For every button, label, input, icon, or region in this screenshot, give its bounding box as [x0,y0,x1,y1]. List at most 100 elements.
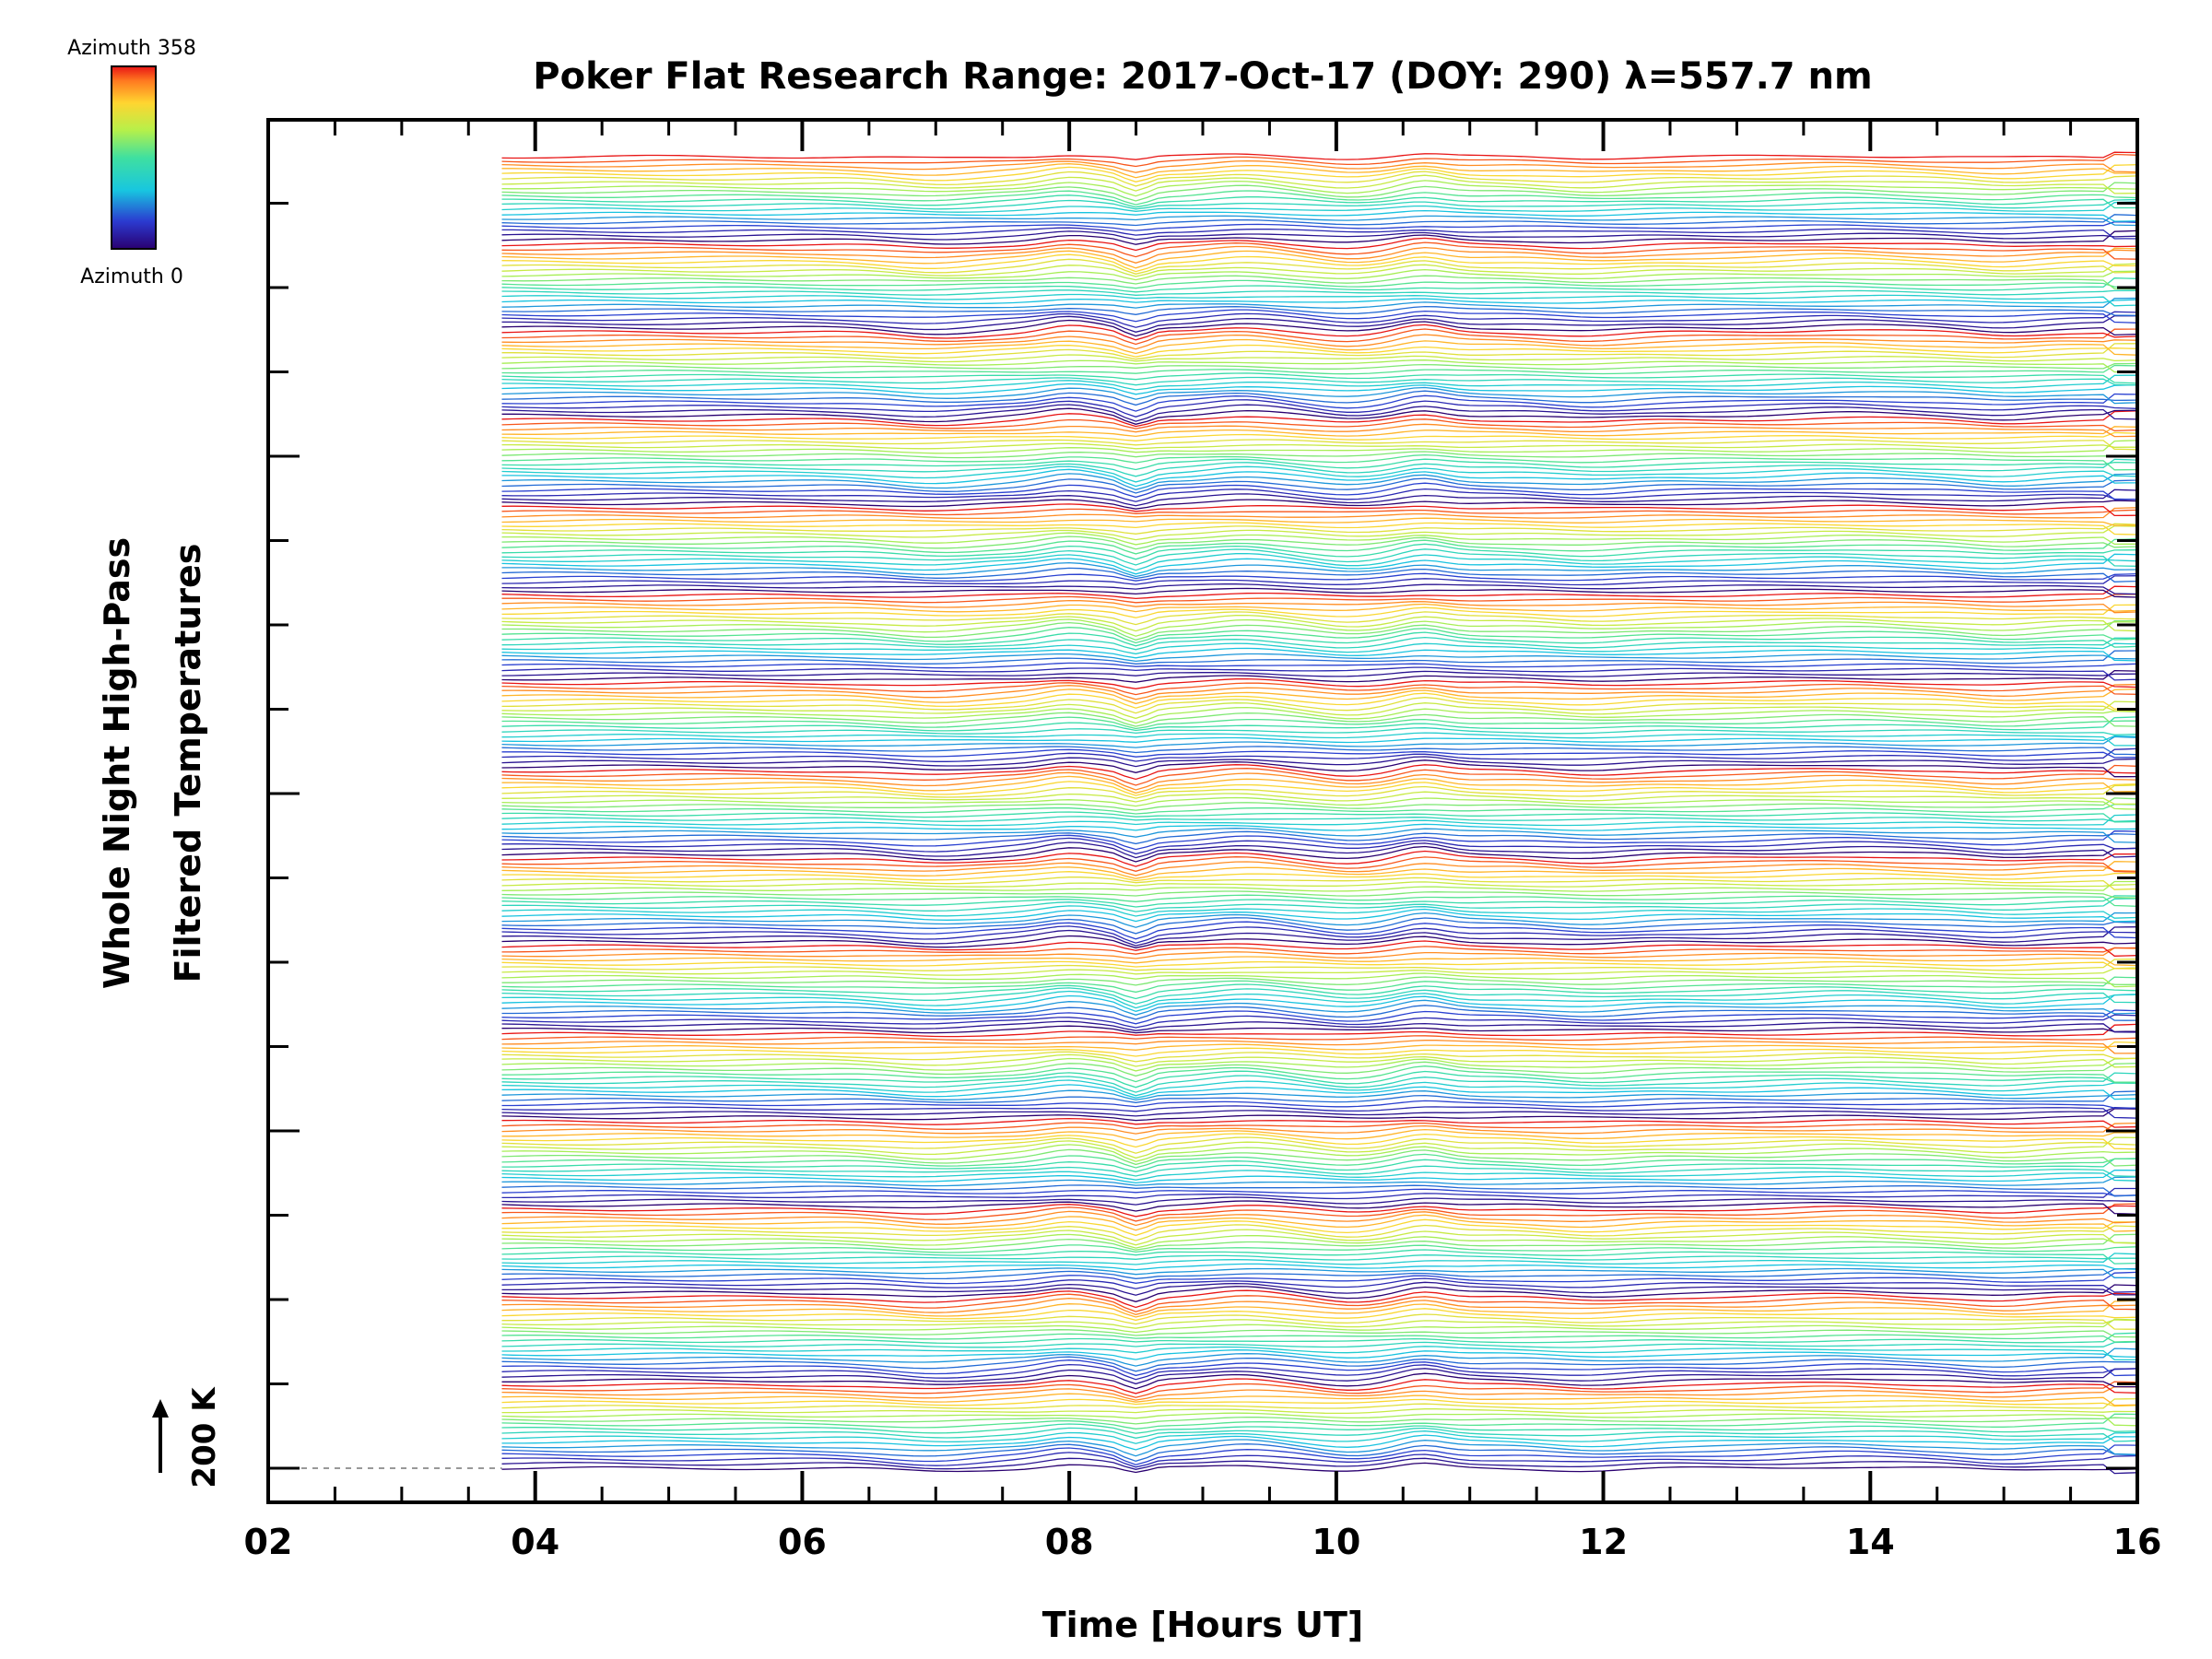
temperature-trace [501,426,2137,438]
x-tick-label: 14 [1846,1522,1895,1562]
temperature-trace [501,1144,2137,1162]
temperature-trace [501,473,2137,490]
scale-bar-arrowhead [152,1399,169,1418]
temperature-trace [501,1413,2137,1430]
temperature-trace [501,1378,2137,1394]
temperature-trace [501,297,2137,310]
temperature-trace [501,1300,2137,1318]
temperature-trace [501,845,2137,863]
x-tick-label: 02 [244,1522,293,1562]
temperature-trace [501,682,2137,696]
temperature-trace [501,1203,2137,1222]
temperature-trace [501,1057,2137,1072]
temperature-trace [501,171,2137,187]
x-tick-label: 10 [1312,1522,1360,1562]
temperature-trace [501,508,2137,516]
temperature-trace [501,209,2137,222]
temperature-trace [501,1333,2137,1343]
temperature-trace [501,552,2137,571]
temperature-trace [501,567,2137,582]
temperature-trace [501,692,2137,710]
temperature-trace [501,151,2137,160]
temperature-trace [501,163,2137,179]
temperature-trace [501,972,2137,988]
temperature-trace [501,803,2137,815]
temperature-trace [501,227,2137,240]
temperature-trace [501,611,2137,626]
temperature-trace [501,1164,2137,1178]
temperature-trace [501,572,2137,582]
temperature-trace [501,279,2137,289]
temperature-trace [501,1253,2137,1265]
temperature-trace [501,1090,2137,1103]
scale-bar-label: 200 K [186,1386,223,1488]
temperature-trace [501,1122,2137,1135]
temperature-trace [501,245,2137,264]
temperature-trace [501,482,2137,500]
temperature-trace [501,548,2137,567]
temperature-trace [501,946,2137,955]
temperature-trace [501,1105,2137,1119]
x-tick-label: 16 [2113,1522,2162,1562]
temperature-trace [501,1136,2137,1159]
temperature-trace [501,343,2137,360]
temperature-trace [501,1313,2137,1330]
temperature-trace [501,1434,2137,1451]
temperature-trace [501,453,2137,471]
temperature-trace [501,1009,2137,1025]
temperature-trace [501,1065,2137,1083]
temperature-trace [501,1184,2137,1197]
temperature-trace [501,180,2137,197]
temperature-trace [501,890,2137,899]
temperature-trace [501,1122,2137,1133]
temperature-trace [501,488,2137,502]
temperature-trace [501,1020,2137,1033]
temperature-trace [501,1117,2137,1128]
temperature-trace [501,837,2137,855]
temperature-trace [501,289,2137,296]
temperature-trace [501,830,2137,851]
temperature-trace [501,1319,2137,1329]
temperature-trace [501,198,2137,210]
temperature-trace [501,372,2137,384]
temperature-trace [501,1277,2137,1293]
x-tick-label: 12 [1579,1522,1628,1562]
temperature-trace [501,477,2137,494]
temperature-trace [501,407,2137,425]
temperature-trace [501,442,2137,450]
temperature-trace [501,880,2137,892]
temperature-trace [501,1368,2137,1385]
temperature-trace [501,1271,2137,1285]
temperature-trace [501,631,2137,648]
temperature-trace [501,1347,2137,1367]
temperature-trace [501,1107,2137,1117]
temperature-trace [501,221,2137,231]
temperature-trace [501,917,2137,935]
temperature-trace [501,182,2137,202]
temperature-trace [501,468,2137,488]
temperature-trace [501,386,2137,405]
temperature-trace [501,230,2137,241]
temperature-trace [501,215,2137,227]
temperature-trace [501,967,2137,976]
temperature-trace [501,298,2137,305]
temperature-trace [501,976,2137,994]
temperature-trace [501,748,2137,759]
x-tick-label: 08 [1045,1522,1094,1562]
temperature-trace [501,1043,2137,1051]
temperature-trace [501,1169,2137,1184]
temperature-trace [501,959,2137,971]
temperature-trace [501,861,2137,877]
temperature-trace [501,1133,2137,1150]
temperature-trace [501,334,2137,350]
temperature-trace [501,439,2137,451]
temperature-trace [501,716,2137,732]
axis-ticks [266,120,2139,1502]
temperature-trace [501,451,2137,459]
temperature-trace [501,309,2137,324]
temperature-trace [501,850,2137,867]
temperature-trace [501,1386,2137,1401]
temperature-trace [501,390,2137,406]
temperature-trace [501,1372,2137,1390]
temperature-trace [501,1452,2137,1468]
